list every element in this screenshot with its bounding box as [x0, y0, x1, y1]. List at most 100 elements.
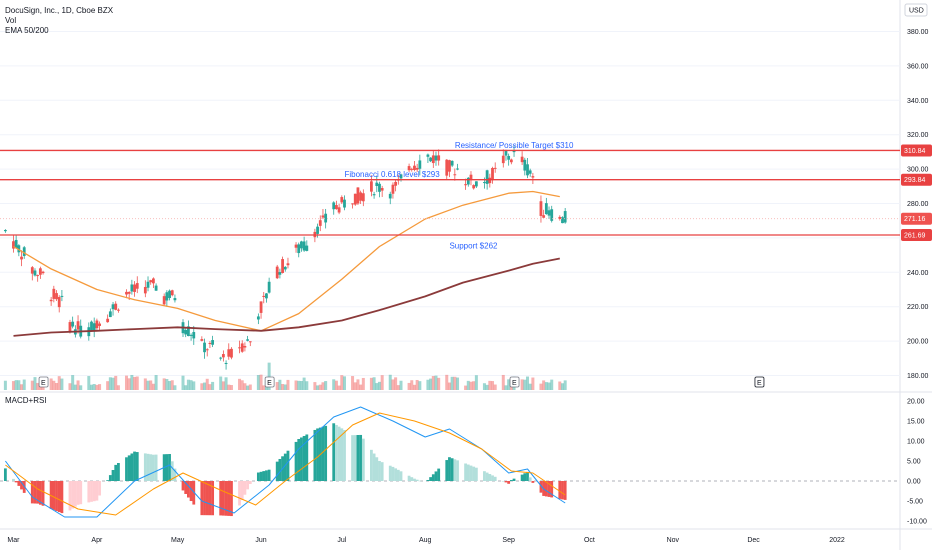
candle-body[interactable]: [256, 316, 260, 320]
candle-body[interactable]: [415, 167, 419, 170]
candle-body[interactable]: [437, 155, 441, 161]
candle-body[interactable]: [372, 194, 376, 196]
ema-indicator-label[interactable]: EMA 50/200: [5, 26, 49, 35]
candle-body[interactable]: [410, 168, 414, 170]
candle-body[interactable]: [547, 210, 551, 216]
candle-body[interactable]: [281, 259, 284, 273]
currency-box[interactable]: [904, 3, 928, 17]
candle-body[interactable]: [561, 217, 564, 224]
candle-body[interactable]: [192, 332, 196, 339]
ema200-line[interactable]: [13, 257, 560, 337]
symbol-title[interactable]: DocuSign, Inc., 1D, Cboe BZX: [5, 6, 114, 15]
candle-body[interactable]: [501, 155, 505, 164]
candle-body[interactable]: [450, 160, 454, 166]
candle-body[interactable]: [472, 185, 476, 189]
candle-body[interactable]: [186, 326, 190, 337]
candle-body[interactable]: [76, 321, 80, 330]
candle-body[interactable]: [316, 226, 319, 234]
candle-body[interactable]: [528, 170, 532, 174]
candle-body[interactable]: [238, 347, 241, 349]
candle-body[interactable]: [127, 292, 131, 294]
candle-body[interactable]: [456, 168, 459, 170]
candle-body[interactable]: [526, 164, 529, 176]
candle-body[interactable]: [184, 329, 188, 335]
candle-body[interactable]: [324, 213, 328, 223]
candle-body[interactable]: [52, 288, 56, 299]
candle-body[interactable]: [133, 284, 136, 292]
candle-body[interactable]: [219, 357, 223, 359]
candle-body[interactable]: [491, 167, 494, 181]
candle-body[interactable]: [20, 256, 23, 260]
candle-body[interactable]: [208, 342, 212, 344]
candle-body[interactable]: [12, 241, 15, 249]
candle-body[interactable]: [114, 303, 118, 310]
candle-body[interactable]: [170, 290, 174, 296]
candle-body[interactable]: [563, 211, 567, 223]
candle-body[interactable]: [531, 176, 535, 178]
candle-body[interactable]: [98, 323, 101, 326]
candle-body[interactable]: [335, 205, 338, 210]
candle-body[interactable]: [351, 203, 354, 205]
candle-body[interactable]: [267, 281, 271, 293]
candle-body[interactable]: [92, 323, 96, 332]
candle-body[interactable]: [321, 215, 325, 218]
candle-body[interactable]: [259, 301, 263, 313]
candle-body[interactable]: [22, 247, 26, 256]
candle-body[interactable]: [483, 182, 486, 184]
candle-body[interactable]: [407, 166, 411, 171]
ema50-line[interactable]: [13, 190, 560, 332]
macd-line[interactable]: [4, 406, 566, 518]
candle-body[interactable]: [300, 241, 303, 249]
candle-body[interactable]: [286, 263, 290, 266]
candle-body[interactable]: [453, 174, 457, 176]
candle-body[interactable]: [41, 271, 45, 274]
earnings-marker[interactable]: [38, 376, 49, 388]
candle-body[interactable]: [469, 174, 473, 180]
candle-body[interactable]: [283, 266, 287, 270]
candle-body[interactable]: [90, 321, 93, 332]
candle-body[interactable]: [431, 155, 435, 164]
signal-line[interactable]: [5, 412, 566, 516]
candle-body[interactable]: [448, 160, 451, 172]
candle-body[interactable]: [356, 187, 360, 204]
candle-body[interactable]: [337, 207, 341, 213]
candle-body[interactable]: [305, 245, 309, 251]
candle-body[interactable]: [135, 283, 139, 289]
candle-body[interactable]: [370, 181, 373, 192]
candle-body[interactable]: [302, 241, 306, 251]
candle-body[interactable]: [125, 291, 128, 295]
candle-body[interactable]: [504, 150, 508, 156]
candle-body[interactable]: [227, 349, 231, 357]
candle-body[interactable]: [230, 348, 233, 358]
candle-body[interactable]: [152, 278, 155, 284]
candle-body[interactable]: [275, 266, 279, 279]
candle-body[interactable]: [246, 339, 250, 341]
candle-body[interactable]: [108, 311, 112, 318]
candle-body[interactable]: [173, 298, 177, 301]
candle-body[interactable]: [509, 159, 513, 163]
candle-body[interactable]: [378, 183, 381, 192]
earnings-marker[interactable]: [264, 376, 275, 388]
earnings-marker[interactable]: [509, 376, 520, 388]
candle-body[interactable]: [262, 295, 266, 297]
candle-body[interactable]: [117, 309, 120, 311]
macd-indicator-label[interactable]: MACD+RSI: [5, 396, 47, 405]
candle-body[interactable]: [399, 174, 403, 179]
candle-body[interactable]: [33, 270, 37, 276]
candle-body[interactable]: [359, 192, 363, 201]
candle-body[interactable]: [38, 268, 42, 275]
candle-body[interactable]: [106, 318, 110, 323]
candle-body[interactable]: [558, 216, 562, 219]
candle-body[interactable]: [17, 245, 21, 253]
candle-body[interactable]: [380, 188, 384, 191]
candle-body[interactable]: [149, 280, 153, 283]
candle-body[interactable]: [426, 154, 430, 157]
candle-body[interactable]: [418, 160, 422, 169]
candle-body[interactable]: [413, 165, 416, 171]
candle-body[interactable]: [340, 197, 344, 203]
candle-body[interactable]: [542, 215, 546, 218]
candle-body[interactable]: [488, 177, 492, 184]
candle-body[interactable]: [493, 167, 497, 169]
